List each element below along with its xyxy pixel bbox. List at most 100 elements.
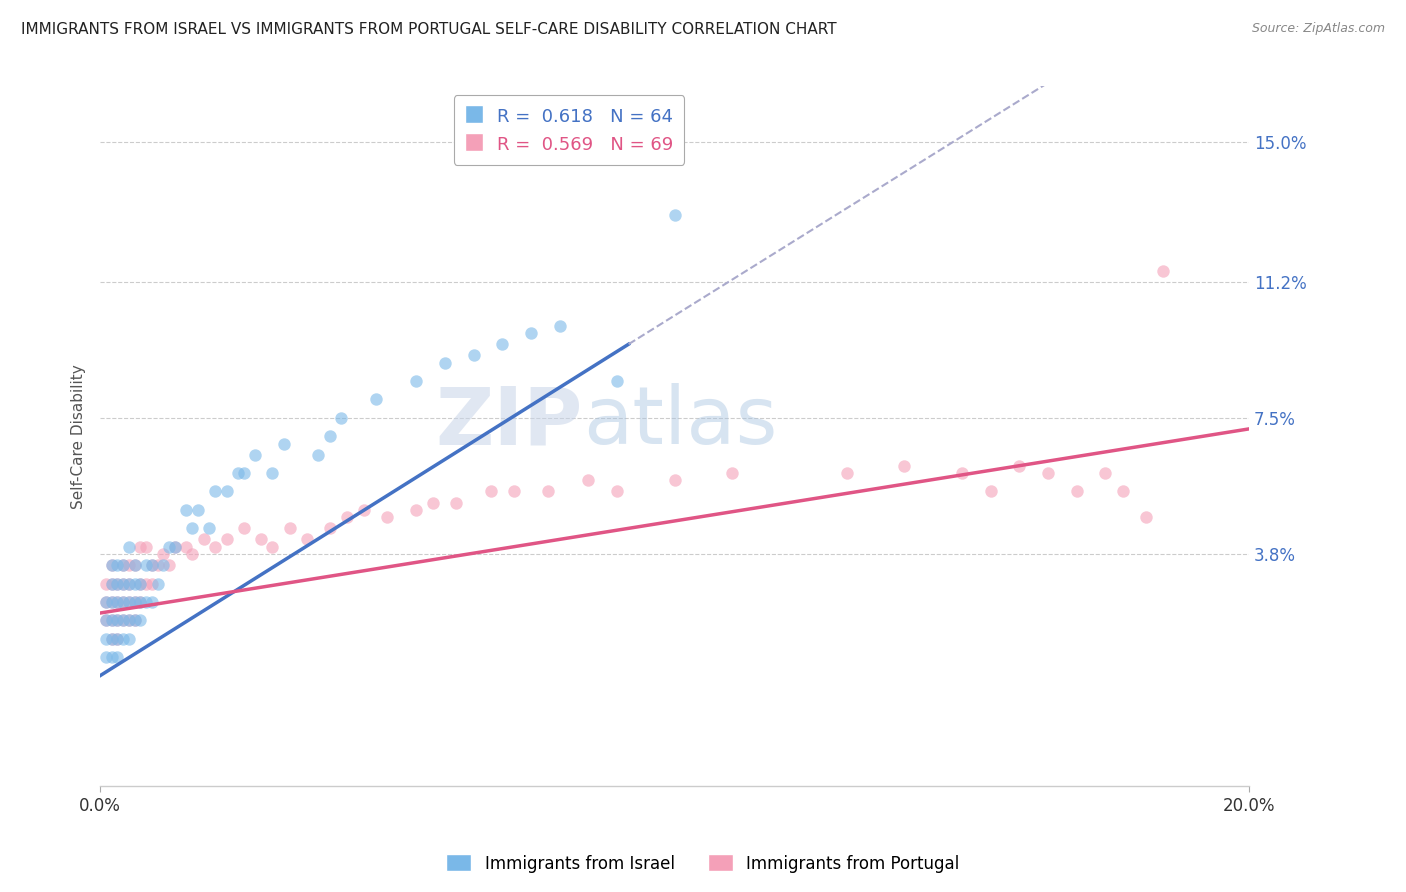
- Point: [135, 595, 157, 609]
- Point: [94, 614, 117, 628]
- Point: [330, 410, 353, 425]
- Point: [479, 484, 502, 499]
- Point: [118, 576, 141, 591]
- Point: [979, 484, 1001, 499]
- Point: [664, 208, 686, 222]
- Point: [176, 540, 198, 554]
- Point: [118, 595, 141, 609]
- Point: [112, 614, 135, 628]
- Point: [118, 614, 141, 628]
- Point: [319, 429, 342, 443]
- Point: [578, 474, 600, 488]
- Point: [606, 374, 628, 388]
- Point: [94, 632, 117, 646]
- Point: [502, 484, 524, 499]
- Point: [187, 503, 209, 517]
- Point: [226, 466, 249, 480]
- Point: [100, 576, 122, 591]
- Point: [100, 650, 122, 665]
- Point: [157, 540, 180, 554]
- Point: [112, 558, 135, 573]
- Point: [157, 558, 180, 573]
- Point: [124, 595, 146, 609]
- Point: [135, 576, 157, 591]
- Point: [100, 576, 122, 591]
- Point: [124, 558, 146, 573]
- Point: [364, 392, 387, 407]
- Point: [319, 521, 342, 535]
- Point: [163, 540, 186, 554]
- Point: [118, 595, 141, 609]
- Point: [204, 540, 226, 554]
- Point: [100, 632, 122, 646]
- Point: [129, 576, 152, 591]
- Point: [893, 458, 915, 473]
- Point: [94, 614, 117, 628]
- Point: [100, 595, 122, 609]
- Point: [181, 547, 204, 561]
- Point: [141, 558, 163, 573]
- Point: [105, 650, 128, 665]
- Point: [422, 495, 444, 509]
- Point: [491, 337, 513, 351]
- Point: [353, 503, 375, 517]
- Point: [245, 448, 267, 462]
- Point: [94, 650, 117, 665]
- Point: [118, 614, 141, 628]
- Point: [721, 466, 744, 480]
- Point: [950, 466, 973, 480]
- Point: [105, 595, 128, 609]
- Point: [135, 558, 157, 573]
- Point: [295, 533, 318, 547]
- Point: [105, 595, 128, 609]
- Point: [273, 436, 295, 450]
- Point: [204, 484, 226, 499]
- Point: [215, 484, 238, 499]
- Point: [262, 466, 284, 480]
- Point: [100, 595, 122, 609]
- Point: [124, 595, 146, 609]
- Point: [405, 374, 427, 388]
- Point: [118, 558, 141, 573]
- Point: [105, 558, 128, 573]
- Point: [664, 474, 686, 488]
- Point: [100, 558, 122, 573]
- Point: [193, 533, 215, 547]
- Point: [232, 521, 254, 535]
- Point: [129, 540, 152, 554]
- Point: [105, 614, 128, 628]
- Point: [112, 595, 135, 609]
- Point: [152, 558, 174, 573]
- Point: [112, 576, 135, 591]
- Point: [1135, 510, 1157, 524]
- Point: [548, 318, 571, 333]
- Point: [105, 576, 128, 591]
- Point: [520, 326, 543, 340]
- Point: [1008, 458, 1031, 473]
- Point: [124, 576, 146, 591]
- Point: [118, 576, 141, 591]
- Point: [537, 484, 560, 499]
- Point: [278, 521, 301, 535]
- Point: [141, 595, 163, 609]
- Point: [377, 510, 399, 524]
- Text: ZIP: ZIP: [436, 384, 582, 461]
- Point: [105, 632, 128, 646]
- Text: IMMIGRANTS FROM ISRAEL VS IMMIGRANTS FROM PORTUGAL SELF-CARE DISABILITY CORRELAT: IMMIGRANTS FROM ISRAEL VS IMMIGRANTS FRO…: [21, 22, 837, 37]
- Point: [129, 576, 152, 591]
- Point: [94, 595, 117, 609]
- Point: [100, 558, 122, 573]
- Point: [124, 614, 146, 628]
- Y-axis label: Self-Care Disability: Self-Care Disability: [72, 364, 86, 508]
- Point: [163, 540, 186, 554]
- Point: [129, 595, 152, 609]
- Point: [433, 355, 456, 369]
- Point: [118, 540, 141, 554]
- Point: [146, 558, 169, 573]
- Point: [176, 503, 198, 517]
- Point: [1066, 484, 1088, 499]
- Point: [835, 466, 858, 480]
- Point: [262, 540, 284, 554]
- Point: [112, 595, 135, 609]
- Legend: Immigrants from Israel, Immigrants from Portugal: Immigrants from Israel, Immigrants from …: [440, 847, 966, 880]
